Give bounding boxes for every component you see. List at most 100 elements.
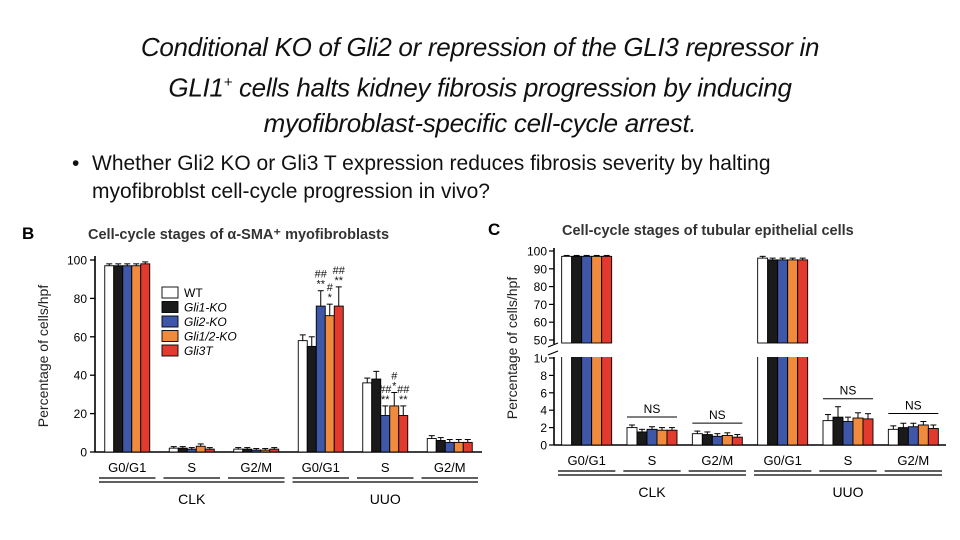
bar-c-gli2-ko-4 bbox=[842, 421, 854, 446]
bar-c-lower-gli1-ko-3 bbox=[767, 354, 779, 446]
ns-label-c-0: NS bbox=[644, 402, 661, 416]
bar-b-gli3t-4 bbox=[398, 415, 409, 453]
bar-c-lower-gli3t-0 bbox=[601, 354, 613, 446]
axis-break-mark-c bbox=[547, 342, 559, 348]
title-line-2-pre: GLI1 bbox=[168, 72, 224, 103]
title-line-2-sup: + bbox=[223, 74, 233, 91]
slide-title: Conditional KO of Gli2 or repression of … bbox=[60, 30, 900, 141]
bar-b-gli3t-0 bbox=[140, 263, 151, 453]
y-tick-label-b: 60 bbox=[74, 330, 88, 344]
bar-b-gli1-2-ko-0 bbox=[131, 265, 142, 453]
category-label-c-0: G0/G1 bbox=[568, 453, 606, 468]
bar-c-gli1-ko-1 bbox=[636, 431, 648, 446]
chart-panel-c: C Cell-cycle stages of tubular epithelial… bbox=[488, 220, 948, 500]
significance-mark-b-0: ** bbox=[316, 279, 325, 291]
category-label-c-1: S bbox=[648, 453, 657, 468]
bar-b-gli1-2-ko-3 bbox=[324, 315, 335, 453]
bar-b-gli1-2-ko-5 bbox=[453, 441, 464, 453]
bar-c-gli2-ko-5 bbox=[907, 426, 919, 446]
bar-c-upper-gli1-ko-0 bbox=[571, 255, 583, 344]
legend-label-wt: WT bbox=[184, 286, 203, 300]
bar-b-wt-3 bbox=[297, 340, 308, 453]
y-tick-label-b: 80 bbox=[74, 292, 88, 306]
bar-b-gli1-ko-5 bbox=[435, 440, 446, 453]
title-line-3: myofibroblast-specific cell-cycle arrest… bbox=[263, 107, 697, 138]
y-tick-label-lower-c: 2 bbox=[540, 421, 547, 435]
bar-c-gli1-2-ko-5 bbox=[917, 424, 929, 446]
bar-b-gli2-ko-4 bbox=[380, 415, 391, 453]
y-axis-label-c: Percentage of cells/hpf bbox=[504, 277, 520, 420]
y-tick-label-upper-c: 70 bbox=[534, 298, 548, 312]
bar-b-gli1-ko-3 bbox=[306, 345, 317, 453]
bar-c-wt-5 bbox=[887, 428, 899, 446]
bar-c-lower-gli1-2-ko-3 bbox=[787, 354, 799, 446]
chart-panel-b: B Cell-cycle stages of α-SMA⁺ myofibrobla… bbox=[22, 224, 482, 507]
bar-b-gli3t-3 bbox=[333, 305, 344, 453]
bar-c-upper-gli2-ko-0 bbox=[581, 255, 593, 344]
group-label-c-uuo: UUO bbox=[832, 484, 863, 500]
bar-b-gli2-ko-5 bbox=[444, 441, 455, 453]
legend-label-gli1-2-ko: Gli1/2-KO bbox=[184, 330, 237, 344]
chart-title-c: Cell-cycle stages of tubular epithelial … bbox=[562, 223, 854, 239]
bullet-point: • Whether Gli2 KO or Gli3 T expression r… bbox=[72, 150, 872, 206]
chart-title-b: Cell-cycle stages of α-SMA⁺ myofibroblas… bbox=[88, 227, 389, 243]
bar-b-gli3t-5 bbox=[462, 441, 473, 453]
significance-mark-b-5: ## bbox=[397, 384, 410, 396]
legend-label-gli1-ko: Gli1-KO bbox=[184, 301, 227, 315]
category-label-c-5: G2/M bbox=[897, 453, 929, 468]
bar-c-gli2-ko-2 bbox=[711, 435, 723, 446]
legend-label-gli3t: Gli3T bbox=[184, 344, 214, 358]
bullet-symbol: • bbox=[72, 152, 80, 175]
bar-c-gli1-ko-4 bbox=[832, 416, 844, 446]
bar-b-gli2-ko-3 bbox=[315, 305, 326, 453]
bar-b-gli2-ko-1 bbox=[186, 448, 197, 453]
bar-c-upper-gli3t-3 bbox=[797, 259, 809, 344]
bar-c-upper-gli1-ko-3 bbox=[767, 259, 779, 344]
bar-c-upper-wt-3 bbox=[757, 257, 769, 344]
axis-break-mark-c bbox=[547, 350, 559, 356]
y-tick-label-lower-c: 4 bbox=[540, 404, 547, 418]
category-label-b-0: G0/G1 bbox=[108, 460, 146, 475]
bar-c-wt-2 bbox=[691, 433, 703, 446]
category-label-c-4: S bbox=[844, 453, 853, 468]
group-label-b-clk: CLK bbox=[178, 491, 206, 507]
bar-c-wt-1 bbox=[626, 427, 638, 446]
bar-b-wt-2 bbox=[233, 448, 244, 453]
legend-label-gli2-ko: Gli2-KO bbox=[184, 315, 227, 329]
bar-b-wt-0 bbox=[104, 265, 115, 453]
y-tick-label-upper-c: 50 bbox=[534, 334, 548, 348]
bar-b-wt-1 bbox=[168, 447, 179, 453]
bar-c-gli1-2-ko-4 bbox=[852, 417, 864, 446]
bar-c-lower-gli1-ko-0 bbox=[571, 354, 583, 446]
bar-b-gli1-ko-1 bbox=[177, 447, 188, 453]
category-label-b-4: S bbox=[381, 460, 390, 475]
bar-c-lower-gli1-2-ko-0 bbox=[591, 354, 603, 446]
bar-c-upper-gli1-2-ko-3 bbox=[787, 259, 799, 344]
bar-c-gli1-2-ko-2 bbox=[721, 434, 733, 446]
group-label-b-uuo: UUO bbox=[370, 491, 401, 507]
bar-b-gli1-ko-0 bbox=[113, 265, 124, 453]
legend-swatch-gli1-ko bbox=[161, 301, 179, 313]
significance-mark-b-0: ## bbox=[315, 269, 328, 281]
bar-b-gli1-2-ko-2 bbox=[260, 449, 271, 453]
significance-mark-b-2: ** bbox=[334, 275, 343, 287]
y-tick-label-b: 20 bbox=[74, 407, 88, 421]
title-line-2-post: cells halts kidney fibrosis progression … bbox=[232, 72, 792, 103]
y-tick-label-upper-c: 90 bbox=[534, 262, 548, 276]
bar-b-gli2-ko-0 bbox=[122, 265, 133, 453]
bar-b-wt-5 bbox=[426, 438, 437, 453]
bar-c-upper-gli3t-0 bbox=[601, 255, 613, 344]
legend-swatch-gli1-2-ko bbox=[161, 330, 179, 342]
bar-b-gli1-ko-2 bbox=[242, 448, 253, 453]
bar-c-upper-wt-0 bbox=[561, 255, 573, 344]
y-tick-label-b: 0 bbox=[80, 446, 87, 460]
significance-mark-b-4: * bbox=[392, 380, 397, 392]
bar-b-gli1-2-ko-4 bbox=[389, 405, 400, 453]
category-label-b-2: G2/M bbox=[240, 460, 272, 475]
axis-break-gap-c bbox=[542, 345, 948, 357]
y-tick-label-b: 40 bbox=[74, 369, 88, 383]
bar-c-upper-gli1-2-ko-0 bbox=[591, 255, 603, 344]
significance-mark-b-1: # bbox=[327, 282, 334, 294]
bar-c-lower-gli3t-3 bbox=[797, 354, 809, 446]
bar-c-lower-gli2-ko-3 bbox=[777, 354, 789, 446]
